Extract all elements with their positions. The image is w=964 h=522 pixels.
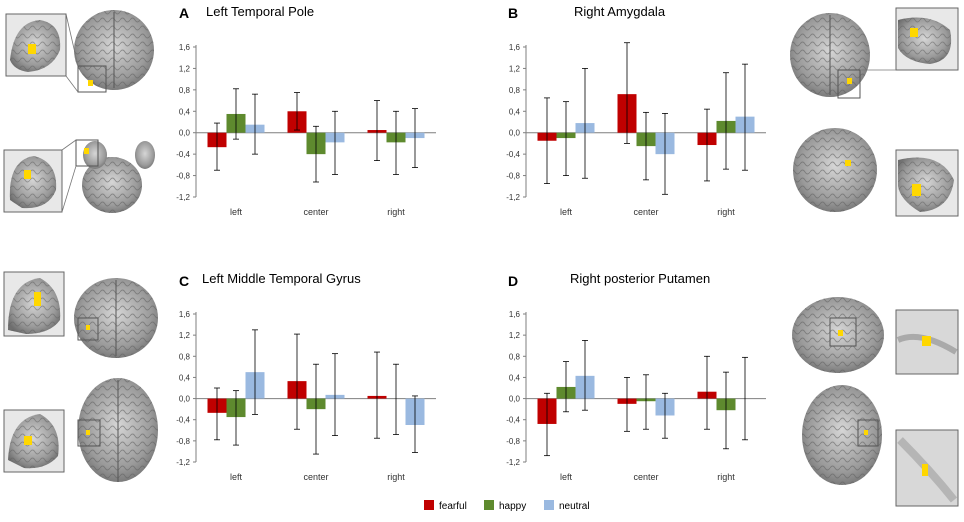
y-tick-label: -0,8 [506,172,520,181]
x-tick-label: center [303,472,328,482]
brain-zoom-c1 [3,271,65,337]
legend-label-neutral: neutral [559,501,590,512]
y-tick-label: -0,4 [176,416,190,425]
chart-title: Right posterior Putamen [570,271,710,286]
y-tick-label: 0,8 [509,86,521,95]
panel-letter: A [179,5,189,21]
x-tick-label: left [230,472,243,482]
brain-sagittal-d [792,297,884,373]
y-tick-label: 0,0 [509,395,521,404]
y-tick-label: -0,8 [176,437,190,446]
y-tick-label: 0,4 [509,107,521,116]
legend-label-fearful: fearful [439,501,467,512]
y-tick-label: 0,4 [179,373,191,382]
brain-coronal-a [65,10,154,93]
brain-zoom-b2 [895,149,959,217]
y-tick-label: 1,6 [179,43,191,52]
brain-zoom-c2 [3,409,65,473]
y-tick-label: 0,0 [179,129,191,138]
x-tick-label: center [303,207,328,217]
y-tick-label: 1,2 [179,64,191,73]
legend-swatch-neutral [544,500,554,510]
legend-label-happy: happy [499,501,526,512]
legend: fearful happy neutral [424,500,590,512]
y-tick-label: 1,6 [179,310,191,319]
y-tick-label: 1,6 [509,310,521,319]
y-tick-label: 1,6 [509,43,521,52]
brain-axial-d [802,385,882,485]
brain-coronal-b [790,13,870,99]
y-tick-label: -1,2 [176,193,190,202]
panel-letter: D [508,273,518,289]
y-tick-label: -1,2 [176,458,190,467]
chart-panel-a: A Left Temporal Pole 1,6 1,2 0,8 0,4 0,0 -0,4 -0… [176,4,436,217]
brain-axial-c [77,378,158,482]
y-tick-label: -0,4 [506,416,520,425]
chart-panel-c: C Left Middle Temporal Gyrus 1,6 1,2 0,8 0,4 0… [176,271,436,482]
brain-zoom-a1 [5,13,67,77]
y-tick-label: 1,2 [179,331,191,340]
y-tick-label: 0,8 [179,352,191,361]
brain-zoom-a2 [3,139,77,213]
x-tick-label: center [633,472,658,482]
x-tick-label: left [560,472,573,482]
y-tick-label: 0,8 [179,86,191,95]
x-tick-label: right [717,472,735,482]
chart-title: Right Amygdala [574,4,666,19]
y-tick-label: 0,0 [179,395,191,404]
x-tick-label: left [230,207,243,217]
y-tick-label: -0,4 [176,150,190,159]
brain-zoom-d2 [895,429,959,507]
brain-zoom-b1 [860,7,959,71]
y-tick-label: 1,2 [509,331,521,340]
legend-swatch-fearful [424,500,434,510]
brain-coronal-c [74,278,158,358]
brain-zoom-d1 [895,309,959,375]
panel-letter: B [508,5,518,21]
y-tick-label: 1,2 [509,64,521,73]
x-tick-label: right [387,472,405,482]
brain-axial-b [793,128,877,212]
y-tick-label: 0,4 [509,373,521,382]
y-tick-label: 0,4 [179,107,191,116]
chart-panel-b: B Right Amygdala 1,6 1,2 0,8 0,4 0,0 -0,4 -0,8 -1… [506,4,766,217]
x-tick-label: left [560,207,573,217]
y-tick-label: -1,2 [506,193,520,202]
y-tick-label: 0,0 [509,129,521,138]
x-tick-label: right [387,207,405,217]
panel-letter: C [179,273,189,289]
x-tick-label: right [717,207,735,217]
y-tick-label: -0,8 [506,437,520,446]
chart-title: Left Temporal Pole [206,4,314,19]
legend-swatch-happy [484,500,494,510]
y-tick-label: -0,4 [506,150,520,159]
x-tick-label: center [633,207,658,217]
brain-axial-a [75,139,155,213]
y-tick-label: -1,2 [506,458,520,467]
chart-panel-d: D Right posterior Putamen 1,6 1,2 0,8 0,4 0,0 -… [506,271,766,482]
chart-title: Left Middle Temporal Gyrus [202,271,361,286]
y-tick-label: 0,8 [509,352,521,361]
y-tick-label: -0,8 [176,172,190,181]
